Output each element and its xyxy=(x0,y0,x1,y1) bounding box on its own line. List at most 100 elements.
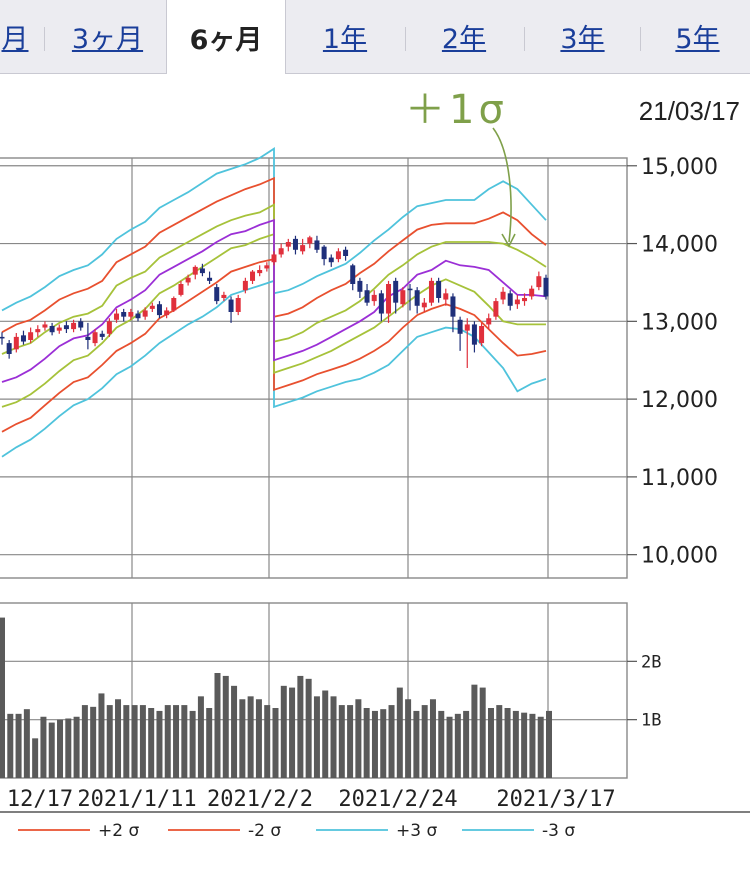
volume-bar xyxy=(338,705,345,778)
candle-up xyxy=(106,321,112,334)
volume-bar xyxy=(421,705,428,778)
candle-down xyxy=(156,304,162,316)
price-tick-label: 10,000 xyxy=(641,544,718,569)
volume-bar xyxy=(347,705,354,778)
date-tick-label: 12/17 xyxy=(7,787,73,812)
volume-bar xyxy=(388,705,395,778)
tab-separator xyxy=(524,27,525,51)
price-tick-label: 15,000 xyxy=(641,155,718,180)
volume-bar xyxy=(115,699,122,778)
candle-down xyxy=(228,299,234,312)
candle-down xyxy=(350,265,356,284)
tab-6-months[interactable]: 6ヶ月 xyxy=(166,0,286,74)
volume-bar xyxy=(413,710,420,778)
candle-down xyxy=(214,287,220,302)
candle-down xyxy=(364,290,370,303)
volume-tick-label: 1B xyxy=(641,711,661,731)
candle-down xyxy=(321,246,327,260)
candle-up xyxy=(500,291,506,300)
candlesticks xyxy=(0,235,549,368)
candle-down xyxy=(407,288,413,291)
volume-bar xyxy=(380,709,387,778)
candle-down xyxy=(328,257,334,263)
legend-label: -2 σ xyxy=(248,821,281,841)
candle-up xyxy=(285,242,291,247)
candle-down xyxy=(121,312,127,317)
tab-1-month[interactable]: 月 xyxy=(1,24,29,55)
tab-1-year[interactable]: 1年 xyxy=(322,24,368,55)
sigma-annotation-label: ＋1σ xyxy=(405,87,508,133)
candle-up xyxy=(250,271,256,281)
bollinger-bands xyxy=(1,147,547,458)
tab-separator xyxy=(405,27,406,51)
candle-down xyxy=(135,313,141,319)
candle-up xyxy=(221,294,227,298)
volume-bar xyxy=(131,705,138,778)
volume-bar xyxy=(405,699,412,778)
candle-up xyxy=(28,332,34,340)
volume-bar xyxy=(330,696,337,778)
candle-up xyxy=(192,266,198,275)
volume-bar xyxy=(214,673,221,778)
candle-down xyxy=(393,280,399,303)
price-axis: 10,000 11,000 12,000 13,000 14,000 15,000 xyxy=(627,155,718,569)
volume-bar xyxy=(48,722,55,778)
candle-down xyxy=(471,324,477,345)
price-tick-label: 11,000 xyxy=(641,466,718,491)
candle-up xyxy=(264,265,270,269)
candle-up xyxy=(35,329,41,333)
candle-up xyxy=(13,336,19,350)
volume-bar xyxy=(512,710,519,778)
candle-up xyxy=(71,322,77,330)
volume-bar xyxy=(65,718,72,778)
candle-up xyxy=(486,318,492,325)
volume-bar xyxy=(322,690,329,778)
chart-date-label: 21/03/17 xyxy=(638,96,740,126)
volume-bars xyxy=(0,617,552,778)
volume-axis: 1B 2B xyxy=(627,652,661,731)
volume-bar xyxy=(139,705,146,778)
volume-bar xyxy=(123,705,130,778)
candle-up xyxy=(257,270,263,274)
volume-bar xyxy=(255,699,262,778)
price-tick-label: 13,000 xyxy=(641,310,718,335)
candle-up xyxy=(142,310,148,317)
tab-2-years[interactable]: 2年 xyxy=(441,24,487,55)
candle-down xyxy=(85,336,91,340)
tab-3-months[interactable]: 3ヶ月 xyxy=(71,24,144,55)
date-tick-label: 2021/3/17 xyxy=(496,787,615,812)
candle-down xyxy=(414,290,420,306)
volume-bar xyxy=(0,617,5,778)
volume-bar xyxy=(247,696,254,778)
volume-bar xyxy=(181,705,188,778)
candle-up xyxy=(464,324,470,331)
price-tick-label: 14,000 xyxy=(641,233,718,258)
candle-down xyxy=(99,333,105,337)
candle-up xyxy=(42,324,48,328)
volume-bar xyxy=(7,713,14,778)
candle-up xyxy=(479,326,485,344)
candle-down xyxy=(6,343,12,354)
volume-bar xyxy=(106,705,113,778)
price-tick-label: 12,000 xyxy=(641,388,718,413)
volume-bar xyxy=(471,684,478,778)
volume-bar xyxy=(15,713,22,778)
candle-down xyxy=(436,280,442,298)
candle-down xyxy=(0,336,5,339)
tab-3-years[interactable]: 3年 xyxy=(560,24,605,55)
candle-up xyxy=(421,302,427,308)
volume-bar xyxy=(189,710,196,778)
volume-bar xyxy=(264,705,271,778)
candle-up xyxy=(235,298,241,312)
candle-down xyxy=(292,238,298,250)
volume-bar xyxy=(529,713,536,778)
candle-down xyxy=(314,240,320,250)
candle-down xyxy=(543,277,549,297)
period-tab-bar: 月 3ヶ月 6ヶ月 1年 2年 3年 5年 xyxy=(0,0,750,74)
volume-bar xyxy=(305,678,312,778)
volume-bar xyxy=(32,738,39,778)
tab-5-years[interactable]: 5年 xyxy=(675,24,720,55)
volume-bar xyxy=(272,708,279,778)
candle-down xyxy=(78,321,84,328)
volume-bar xyxy=(479,687,486,778)
